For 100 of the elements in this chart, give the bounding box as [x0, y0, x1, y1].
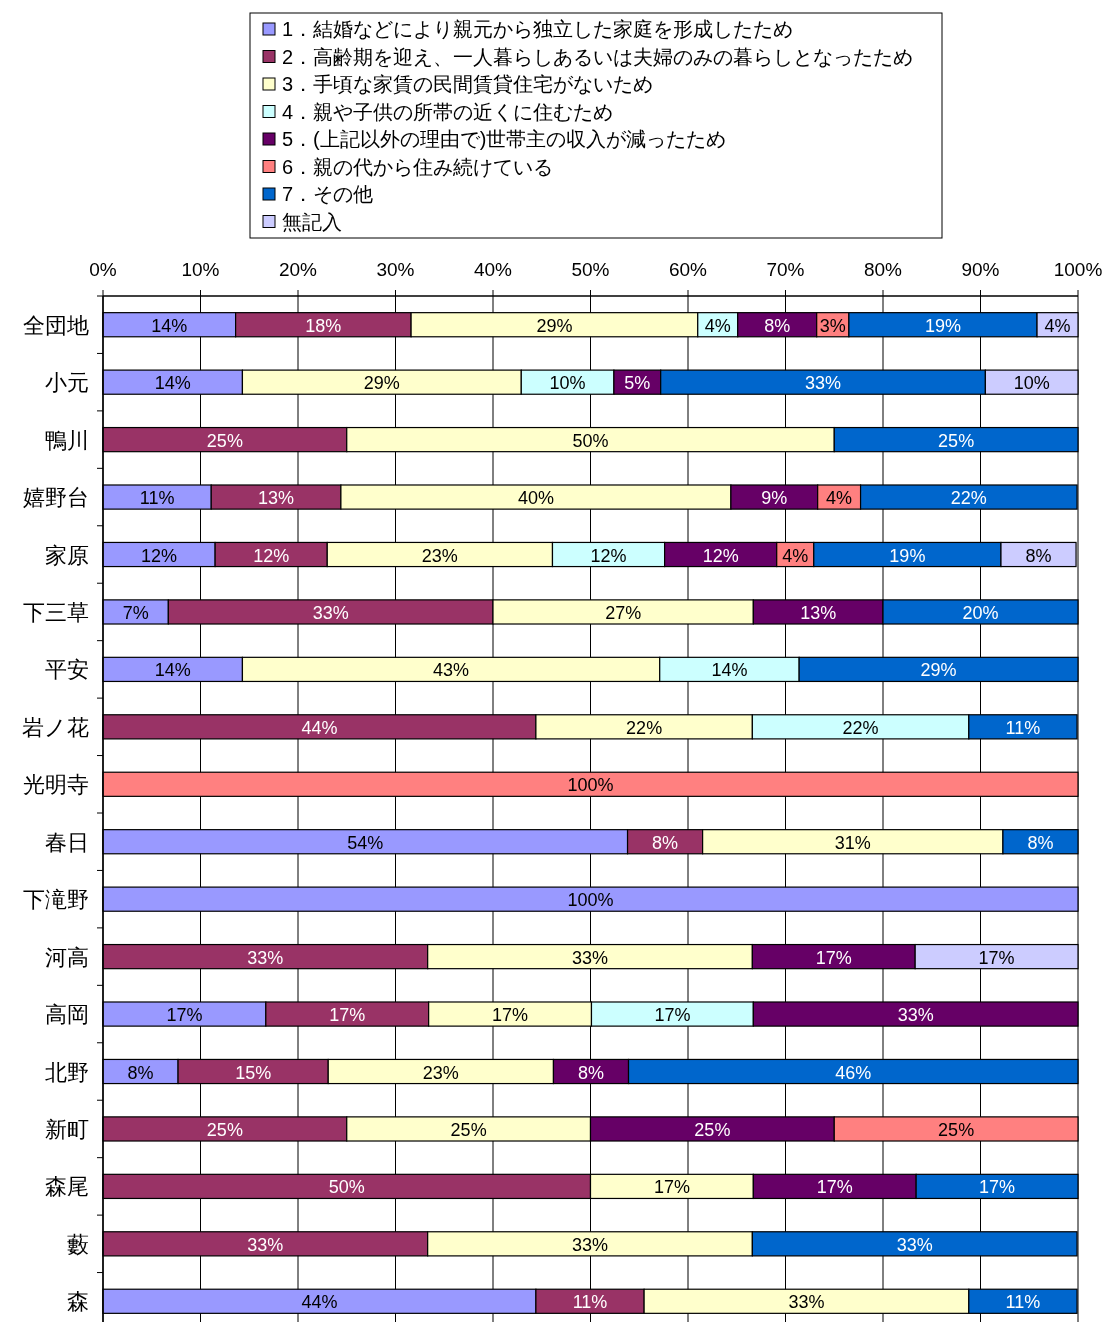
data-label: 33% — [247, 1234, 284, 1255]
data-label: 4% — [1044, 315, 1071, 336]
y-tick-label: 森尾 — [45, 1174, 89, 1200]
legend-label: 6．親の代から住み続けている — [282, 155, 554, 178]
data-label: 44% — [301, 1292, 338, 1313]
y-tick-label: 下三草 — [23, 599, 89, 625]
x-tick-label: 30% — [376, 259, 415, 280]
data-label: 46% — [835, 1062, 872, 1083]
data-label: 25% — [694, 1119, 731, 1140]
data-label: 13% — [258, 488, 295, 509]
data-label: 13% — [800, 602, 837, 623]
data-label: 19% — [889, 545, 926, 566]
data-label: 40% — [517, 488, 554, 509]
data-label: 54% — [347, 832, 384, 853]
data-label: 18% — [305, 315, 342, 336]
data-label: 25% — [938, 430, 975, 451]
legend-label: 無記入 — [282, 210, 342, 233]
data-label: 100% — [567, 775, 614, 796]
y-tick-label: 北野 — [45, 1059, 89, 1085]
y-tick-label: 平安 — [45, 657, 89, 683]
data-label: 12% — [253, 545, 290, 566]
data-label: 22% — [842, 717, 879, 738]
data-label: 14% — [154, 660, 191, 681]
x-tick-label: 20% — [278, 259, 318, 280]
data-label: 17% — [815, 947, 852, 968]
data-label: 4% — [782, 545, 809, 566]
data-label: 22% — [626, 717, 663, 738]
data-label: 17% — [979, 1177, 1016, 1198]
y-tick-label: 河高 — [45, 944, 89, 970]
data-label: 19% — [924, 315, 961, 336]
data-label: 43% — [433, 660, 470, 681]
y-tick-label: 全団地 — [23, 312, 89, 338]
data-label: 33% — [896, 1234, 933, 1255]
data-label: 17% — [654, 1005, 691, 1026]
data-label: 25% — [206, 430, 243, 451]
x-tick-label: 100% — [1053, 259, 1103, 280]
data-label: 25% — [938, 1119, 975, 1140]
data-label: 17% — [492, 1005, 529, 1026]
data-label: 12% — [141, 545, 178, 566]
data-label: 10% — [1013, 373, 1050, 394]
y-tick-label: 嬉野台 — [23, 485, 89, 511]
data-label: 50% — [328, 1177, 365, 1198]
data-label: 12% — [590, 545, 627, 566]
data-label: 50% — [572, 430, 609, 451]
data-label: 31% — [834, 832, 871, 853]
y-tick-label: 春日 — [45, 829, 89, 855]
data-label: 11% — [1005, 717, 1041, 738]
data-label: 8% — [1027, 832, 1054, 853]
data-label: 25% — [450, 1119, 487, 1140]
y-tick-label: 小元 — [45, 370, 89, 396]
y-tick-label: 鴨川 — [45, 427, 89, 453]
data-label: 7% — [122, 602, 149, 623]
data-label: 8% — [577, 1062, 604, 1083]
data-label: 33% — [788, 1292, 825, 1313]
legend-label: 3．手頃な家賃の民間賃貸住宅がないため — [282, 73, 654, 95]
y-tick-label: 高岡 — [45, 1002, 89, 1028]
data-label: 8% — [764, 315, 791, 336]
data-label: 44% — [301, 717, 338, 738]
data-label: 27% — [605, 602, 642, 623]
data-label: 11% — [1005, 1292, 1041, 1313]
y-tick-label: 藪 — [67, 1231, 89, 1257]
data-label: 14% — [154, 373, 191, 394]
x-tick-label: 10% — [181, 259, 220, 280]
data-label: 3% — [819, 315, 846, 336]
y-tick-label: 岩ノ花 — [22, 714, 89, 740]
data-label: 29% — [363, 373, 400, 394]
x-tick-label: 70% — [766, 259, 805, 280]
data-label: 12% — [702, 545, 739, 566]
x-tick-label: 40% — [473, 259, 513, 280]
x-tick-label: 60% — [668, 259, 708, 280]
x-tick-label: 80% — [863, 259, 903, 280]
data-label: 33% — [572, 947, 609, 968]
data-label: 22% — [950, 488, 987, 509]
data-label: 4% — [704, 315, 731, 336]
data-label: 17% — [166, 1005, 203, 1026]
legend-label: 4．親や子供の所帯の近くに住むため — [282, 100, 614, 123]
data-label: 8% — [652, 832, 679, 853]
data-label: 33% — [312, 602, 349, 623]
data-label: 23% — [422, 1062, 459, 1083]
data-label: 17% — [978, 947, 1015, 968]
data-label: 17% — [653, 1177, 690, 1198]
data-label: 29% — [536, 315, 573, 336]
legend-label: 1．結婚などにより親元から独立した家庭を形成したため — [282, 18, 794, 40]
data-label: 10% — [549, 373, 586, 394]
data-label: 33% — [897, 1005, 934, 1026]
data-label: 25% — [206, 1119, 243, 1140]
legend-label: 5．(上記以外の理由で)世帯主の収入が減ったため — [282, 128, 727, 150]
data-label: 5% — [624, 373, 651, 394]
data-label: 33% — [805, 373, 842, 394]
data-label: 23% — [421, 545, 458, 566]
x-tick-label: 90% — [961, 259, 1000, 280]
data-label: 8% — [1025, 545, 1052, 566]
data-label: 17% — [816, 1177, 853, 1198]
data-label: 17% — [329, 1005, 366, 1026]
y-tick-label: 家原 — [45, 542, 89, 568]
data-label: 100% — [567, 890, 614, 911]
data-label: 14% — [151, 315, 188, 336]
data-label: 11% — [139, 488, 175, 509]
data-label: 4% — [826, 488, 853, 509]
data-label: 33% — [572, 1234, 609, 1255]
